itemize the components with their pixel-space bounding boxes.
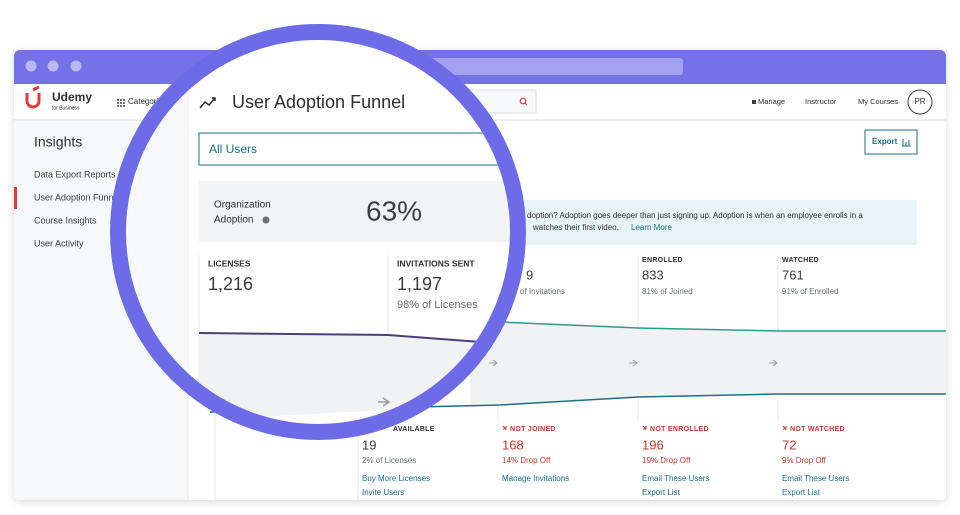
export-icon bbox=[902, 139, 911, 147]
dropoff-label: NOT JOINED bbox=[510, 426, 556, 433]
logo-sub: for Business bbox=[52, 105, 80, 111]
column-number: 833 bbox=[642, 267, 664, 282]
grid-icon bbox=[117, 99, 125, 107]
magnifier: User Adoption Funnel All Users Organizat… bbox=[110, 24, 526, 440]
stat-caption: 98% of Licenses bbox=[397, 299, 478, 311]
sidebar-item[interactable]: Course Insights bbox=[34, 215, 97, 225]
info-banner bbox=[470, 200, 917, 245]
search-icon[interactable] bbox=[519, 97, 527, 105]
dropoff-label: NOT WATCHED bbox=[790, 426, 845, 433]
dropoff-link[interactable]: Email These Users bbox=[782, 474, 849, 483]
dropoff-caption: 9% Drop Off bbox=[782, 456, 827, 465]
sidebar-item[interactable]: Data Export Reports bbox=[34, 169, 116, 179]
filter-value: All Users bbox=[209, 142, 257, 156]
drop-icon bbox=[642, 425, 647, 430]
dropoff-number: 19 bbox=[362, 437, 376, 452]
dropoff-link[interactable]: Manage Invitations bbox=[502, 474, 569, 483]
joined-caption: of Invitations bbox=[520, 287, 565, 296]
stat-label: LICENSES bbox=[208, 258, 251, 268]
dropoff-label: AVAILABLE bbox=[393, 426, 435, 433]
logo-icon bbox=[25, 85, 41, 109]
categories[interactable]: Categories bbox=[128, 97, 167, 106]
sidebar-item[interactable]: User Activity bbox=[34, 238, 84, 248]
active-marker bbox=[14, 187, 17, 209]
banner-text: watches their first video. bbox=[532, 223, 619, 232]
dropoff-number: 196 bbox=[642, 437, 664, 452]
dropoff-caption: 14% Drop Off bbox=[502, 456, 551, 465]
dropoff-caption: 19% Drop Off bbox=[642, 456, 691, 465]
column-label: ENROLLED bbox=[642, 257, 683, 264]
drop-icon bbox=[782, 425, 787, 430]
dropoff-caption: 2% of Licenses bbox=[362, 456, 416, 465]
export-label: Export bbox=[872, 137, 898, 146]
drop-icon bbox=[502, 425, 507, 430]
stat-number: 1,216 bbox=[208, 274, 253, 294]
joined-number: 9 bbox=[526, 267, 533, 282]
arrow-icon bbox=[489, 359, 498, 367]
dropoff-link[interactable]: Invite Users bbox=[362, 488, 404, 497]
window-dot bbox=[47, 60, 59, 72]
avatar[interactable] bbox=[907, 89, 933, 115]
logo[interactable]: Udemy bbox=[52, 90, 92, 104]
arrow-icon bbox=[769, 359, 778, 367]
dropoff-link[interactable]: Export List bbox=[782, 488, 821, 497]
dropoff-number: 72 bbox=[782, 437, 796, 452]
arrow-icon bbox=[629, 359, 638, 367]
funnel-icon bbox=[199, 97, 216, 109]
info-icon[interactable] bbox=[262, 216, 270, 224]
adoption-label: Adoption bbox=[214, 215, 253, 226]
page-title: User Adoption Funnel bbox=[232, 92, 405, 112]
dropoff-label: NOT ENROLLED bbox=[650, 426, 709, 433]
dropoff-link[interactable]: Email These Users bbox=[642, 474, 709, 483]
window-dot bbox=[25, 60, 37, 72]
dropoff-link[interactable]: Export List bbox=[642, 488, 681, 497]
sidebar-item[interactable]: User Adoption Funnel bbox=[34, 192, 121, 202]
avatar-initials: PR bbox=[914, 97, 925, 106]
arrow-icon bbox=[378, 397, 391, 407]
adoption-value: 63% bbox=[366, 195, 422, 226]
dropoff-number: 168 bbox=[502, 437, 524, 452]
column-caption: 91% of Enrolled bbox=[782, 287, 838, 296]
adoption-label: Organization bbox=[214, 200, 271, 211]
instructor[interactable]: Instructor bbox=[805, 97, 837, 106]
funnel-area bbox=[470, 320, 946, 408]
lock-icon bbox=[752, 100, 756, 104]
lens-ring bbox=[110, 24, 526, 440]
banner-text: doption? Adoption goes deeper than just … bbox=[527, 211, 863, 220]
sidebar-title: Insights bbox=[34, 134, 82, 150]
column-number: 761 bbox=[782, 267, 804, 282]
window-dot bbox=[70, 60, 82, 72]
stat-label: INVITATIONS SENT bbox=[397, 258, 475, 268]
export-button[interactable] bbox=[864, 129, 918, 155]
stat-number: 1,197 bbox=[397, 274, 442, 294]
adoption-panel bbox=[199, 181, 510, 242]
column-label: WATCHED bbox=[782, 257, 819, 264]
my-courses[interactable]: My Courses bbox=[858, 97, 898, 106]
column-caption: 81% of Joined bbox=[642, 287, 693, 296]
learn-more[interactable]: Learn More bbox=[631, 223, 672, 232]
dropoff-link[interactable]: Buy More Licenses bbox=[362, 474, 430, 483]
manage[interactable]: Manage bbox=[758, 97, 785, 106]
search-icon bbox=[524, 102, 528, 106]
filter-dropdown[interactable] bbox=[198, 132, 519, 166]
